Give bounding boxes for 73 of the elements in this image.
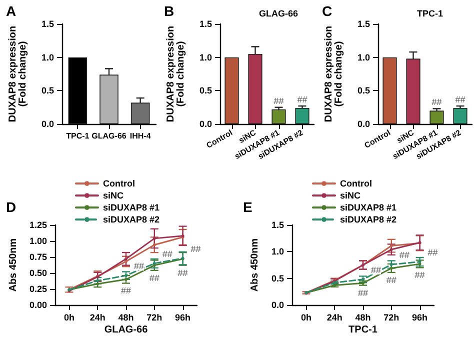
y-tick-label: 0.5	[357, 86, 370, 96]
y-axis-title: Abs 450nm	[8, 238, 20, 292]
x-tick-label: 96h	[412, 312, 428, 322]
text: A	[6, 3, 16, 19]
x-tick-label: 24h	[326, 312, 342, 322]
y-tick-label: 0.0	[357, 119, 370, 129]
annotation: ##	[358, 288, 368, 298]
annotation: ##	[149, 272, 160, 283]
y-tick-label: 1.5	[357, 19, 370, 29]
y-tick-label: 0.75	[29, 252, 47, 262]
annotation: ##	[428, 247, 438, 258]
y-tick-label: 1.5	[271, 220, 284, 230]
text: B	[164, 3, 174, 19]
annotation: ##	[414, 270, 425, 280]
annotation: ##	[190, 244, 201, 254]
x-tick-label: IHH-4	[130, 132, 152, 140]
y-tick-label: 1.00	[29, 236, 47, 246]
y-tick-label: 0.0	[41, 119, 54, 129]
x-tick-label: 48h	[355, 312, 371, 322]
chart-title: TPC-1	[417, 8, 444, 18]
y-tick-label: 0.5	[271, 273, 284, 284]
y-tick-label: 0.00	[29, 300, 47, 310]
legend-label: siDUXAP8 #1	[340, 202, 397, 212]
y-tick-label: 0.25	[29, 284, 47, 294]
annotation: ##	[386, 274, 396, 285]
y-tick-label: 1.0	[271, 246, 284, 257]
legend-label: Control	[103, 178, 135, 188]
text: E	[243, 199, 252, 215]
annotation: ##	[134, 261, 144, 272]
y-tick-label: 0.50	[29, 268, 47, 278]
x-axis-title: GLAG-66	[104, 324, 148, 336]
x-tick-label: 24h	[90, 312, 106, 322]
x-tick-label: 0h	[300, 312, 312, 322]
legend-label: siDUXAP8 #2	[103, 214, 160, 224]
x-tick-label: TPC-1	[66, 132, 90, 140]
chart-title: GLAG-66	[259, 8, 298, 18]
y-tick-label: 1.5	[41, 19, 54, 29]
legend-label: Control	[340, 178, 372, 188]
y-axis-title: Abs 450nm	[250, 238, 260, 292]
y-axis-title: DUXAP8 expression (Fold change)	[8, 26, 28, 122]
x-axis-title: TPC-1	[348, 324, 378, 336]
legend-label: siNC	[103, 190, 124, 200]
annotation: ##	[297, 94, 308, 104]
y-tick-label: 1.0	[41, 52, 54, 62]
annotation: ##	[432, 97, 442, 108]
y-tick-label: 0.0	[271, 300, 284, 310]
x-tick-label: 72h	[146, 312, 162, 322]
annotation: ##	[162, 248, 172, 259]
annotation: ##	[371, 264, 382, 275]
y-tick-label: 0.0	[199, 119, 212, 129]
annotation: ##	[274, 96, 284, 106]
y-tick-label: 1.5	[199, 19, 212, 29]
y-tick-label: 0.5	[41, 86, 54, 96]
y-axis-title: DUXAP8 expression (Fold change)	[324, 26, 344, 122]
y-tick-label: 0.5	[199, 86, 212, 96]
annotation: ##	[178, 268, 188, 278]
x-tick-label: 96h	[175, 312, 191, 322]
x-tick-label: 0h	[64, 312, 74, 322]
legend-label: siDUXAP8 #1	[103, 202, 160, 212]
text: D	[6, 199, 16, 215]
y-tick-label: 1.0	[357, 52, 370, 62]
annotation: ##	[455, 94, 466, 104]
legend-label: siNC	[340, 190, 362, 200]
y-tick-label: 1.0	[199, 52, 212, 62]
x-tick-label: 72h	[384, 312, 400, 322]
y-tick-label: 1.25	[29, 220, 47, 230]
x-tick-label: GLAG-66	[92, 132, 127, 140]
x-tick-label: 48h	[118, 312, 134, 322]
legend-label: siDUXAP8 #2	[340, 214, 397, 224]
annotation: ##	[399, 250, 410, 260]
text: C	[322, 3, 332, 19]
annotation: ##	[120, 286, 132, 296]
y-axis-title: DUXAP8 expression (Fold change)	[166, 26, 186, 122]
